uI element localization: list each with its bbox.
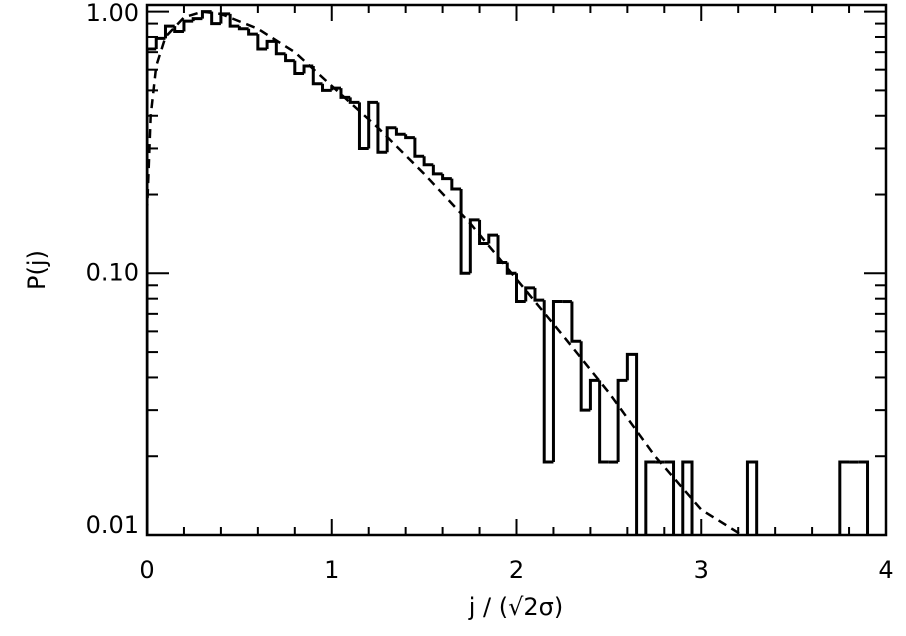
histogram-bar <box>579 341 591 412</box>
y-tick-label: 0.01 <box>86 511 139 539</box>
y-axis-label: P(j) <box>23 250 51 290</box>
histogram-bar <box>385 126 397 153</box>
histogram-bar <box>311 65 323 86</box>
histogram-bar <box>357 102 369 150</box>
histogram-bar <box>348 97 360 104</box>
histogram-bar <box>664 460 676 535</box>
histogram-bar <box>274 41 286 56</box>
histogram-bar <box>459 188 471 275</box>
histogram-bar <box>644 460 656 535</box>
x-axis-label: j / (√2σ) <box>468 593 564 621</box>
histogram-bar <box>210 11 221 26</box>
histogram-bar <box>478 219 489 245</box>
histogram-bar <box>588 378 600 411</box>
histogram-bar <box>394 127 406 136</box>
histogram-bar <box>256 34 268 51</box>
histogram-bar <box>163 24 175 39</box>
histogram-bar <box>367 100 378 149</box>
histogram-bar <box>293 60 305 76</box>
histogram-bar <box>505 262 517 275</box>
x-tick-label: 1 <box>324 556 339 584</box>
histogram-bar <box>858 460 870 535</box>
histogram-bar <box>147 47 157 535</box>
histogram-bar <box>533 287 545 302</box>
histogram-bar <box>173 26 184 33</box>
histogram-bar <box>570 301 582 343</box>
histogram-bar <box>237 26 249 31</box>
histogram-bar <box>330 86 341 91</box>
histogram-bar <box>616 378 628 463</box>
histogram-bar <box>450 178 462 191</box>
histogram-bar <box>247 28 258 36</box>
histogram-bar <box>339 88 351 99</box>
x-tick-label: 0 <box>139 556 154 584</box>
histogram-bar <box>441 173 452 181</box>
histogram-bar <box>284 53 295 63</box>
histogram-bar <box>524 286 535 302</box>
x-tick-label: 2 <box>509 556 524 584</box>
histogram-bar <box>154 36 166 49</box>
histogram-bar <box>182 19 194 32</box>
histogram-bar <box>542 300 554 464</box>
histogram-bar <box>838 460 850 535</box>
plot-frame <box>145 3 888 537</box>
fit-curve <box>147 10 743 535</box>
x-tick-label: 4 <box>878 556 893 584</box>
histogram-bar <box>468 218 480 274</box>
x-tick-label: 3 <box>694 556 709 584</box>
histogram-bar <box>487 233 499 244</box>
histogram-bar <box>515 273 526 304</box>
y-tick-label: 1.00 <box>86 0 139 27</box>
histogram-bar <box>376 102 388 154</box>
histogram-bar <box>228 13 240 28</box>
histogram-bar <box>265 39 277 49</box>
histogram-bar <box>625 352 639 535</box>
histogram-bar <box>422 156 434 167</box>
histogram-bar <box>404 134 415 140</box>
histogram-bar <box>551 300 563 463</box>
histogram-bar <box>321 83 332 92</box>
y-tick-label: 0.10 <box>86 258 139 286</box>
histogram-bar <box>413 137 425 158</box>
histogram-bar <box>191 17 203 22</box>
histogram-bar <box>598 380 609 464</box>
histogram-bar <box>681 460 694 535</box>
histogram-bar <box>745 460 759 535</box>
histogram-bar <box>431 164 443 176</box>
